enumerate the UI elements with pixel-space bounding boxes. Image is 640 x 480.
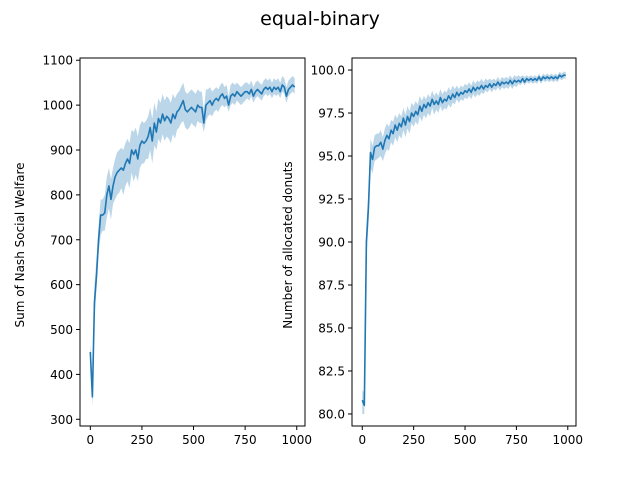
y-axis-label: Sum of Nash Social Welfare — [13, 162, 27, 327]
x-tick-label: 0 — [87, 433, 95, 447]
confidence-band — [90, 75, 295, 406]
left-panel-nash-welfare: 0 250 500 750 1000 300 400 500 600 700 800 900 1000 1… — [13, 54, 312, 447]
y-tick-label: 80.0 — [318, 407, 345, 421]
y-tick-label: 100.0 — [311, 64, 345, 78]
y-tick-label: 400 — [50, 368, 73, 382]
y-tick-label: 95.0 — [318, 150, 345, 164]
mean-line — [89, 84, 296, 398]
mean-line — [361, 74, 566, 407]
y-tick-label: 600 — [50, 278, 73, 292]
y-tick-label: 90.0 — [318, 236, 345, 250]
x-tick-label: 500 — [454, 433, 477, 447]
x-tick-label: 500 — [182, 433, 205, 447]
x-tick-label: 250 — [402, 433, 425, 447]
x-tick-label: 250 — [130, 433, 153, 447]
y-tick-label: 85.0 — [318, 321, 345, 335]
y-axis-label: Number of allocated donuts — [281, 161, 295, 328]
y-tick-label: 800 — [50, 188, 73, 202]
y-tick-label: 700 — [50, 233, 73, 247]
axes-frame — [79, 57, 306, 427]
y-tick-label: 87.5 — [318, 278, 345, 292]
y-tick-label: 97.5 — [318, 107, 345, 121]
y-tick-label: 900 — [50, 144, 73, 158]
y-tick-label: 1100 — [42, 54, 73, 68]
right-panel-allocated-donuts: 0 250 500 750 1000 80.0 82.5 85.0 87.5 90.0 92.5 95… — [281, 57, 584, 447]
x-tick-label: 750 — [234, 433, 257, 447]
x-tick-label: 1000 — [553, 433, 584, 447]
y-tick-label: 82.5 — [318, 364, 345, 378]
x-tick-label: 1000 — [281, 433, 312, 447]
x-tick-label: 0 — [358, 433, 366, 447]
y-tick-label: 92.5 — [318, 193, 345, 207]
x-tick-label: 750 — [505, 433, 528, 447]
figure-title: equal-binary — [260, 8, 380, 30]
y-tick-label: 300 — [50, 413, 73, 427]
y-tick-label: 500 — [50, 323, 73, 337]
y-tick-label: 1000 — [42, 99, 73, 113]
